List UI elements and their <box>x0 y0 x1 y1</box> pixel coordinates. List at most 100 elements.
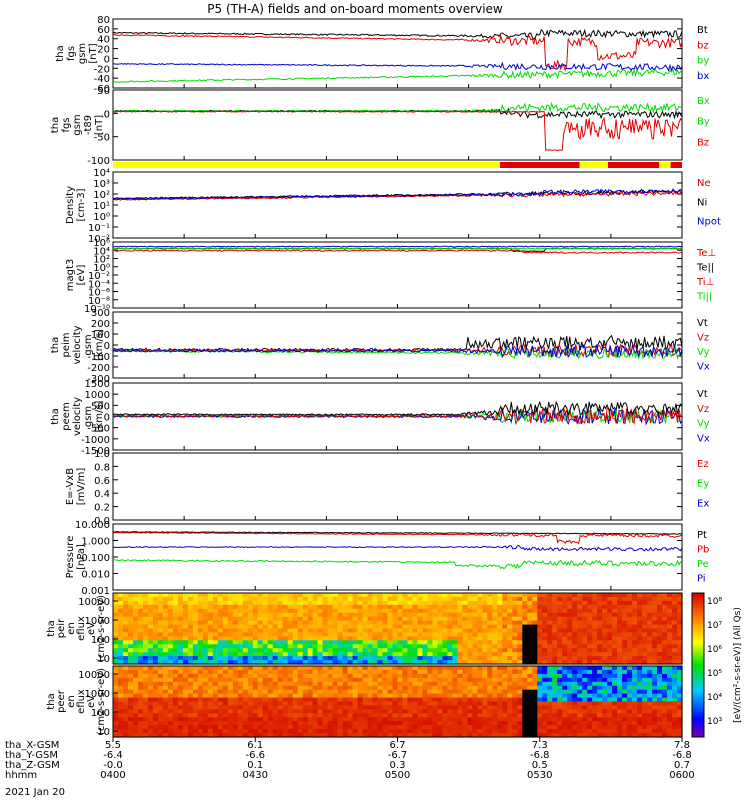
spectrogram-cell <box>247 729 254 734</box>
spectrogram-cell <box>202 652 209 657</box>
spectrogram-cell <box>527 648 533 653</box>
spectrogram-cell <box>177 677 184 683</box>
spectrogram-cell <box>617 685 623 691</box>
spectrogram-cell <box>342 636 349 641</box>
spectrogram-cell <box>237 681 244 687</box>
mode-bar-segment <box>499 162 580 168</box>
spectrogram-cell <box>657 636 663 641</box>
spectrogram-cell <box>307 725 314 730</box>
spectrogram-cell <box>297 733 304 738</box>
spectrogram-cell <box>417 593 424 598</box>
spectrogram-cell <box>382 644 389 649</box>
spectrogram-cell <box>147 656 154 661</box>
y-tick-label: 100 <box>91 635 110 646</box>
spectrogram-cell <box>317 701 324 706</box>
spectrogram-cell <box>567 669 573 675</box>
spectrogram-cell <box>187 673 194 679</box>
spectrogram-cell <box>177 660 184 665</box>
spectrogram-cell <box>462 616 468 622</box>
spectrogram-cell <box>647 593 653 598</box>
spectrogram-cell <box>467 721 473 726</box>
spectrogram-cell <box>282 636 289 641</box>
colorbar-tick-label: 10⁶ <box>707 645 722 655</box>
spectrogram-cell <box>232 632 239 637</box>
spectrogram-cell <box>557 705 563 710</box>
spectrogram-cell <box>502 593 508 598</box>
spectrogram-cell <box>662 608 668 614</box>
spectrogram-cell <box>277 612 284 618</box>
spectrogram-cell <box>147 685 154 691</box>
spectrogram-cell <box>647 616 653 622</box>
spectrogram-cell <box>357 697 364 703</box>
spectrogram-cell <box>462 677 468 683</box>
spectrogram-cell <box>412 733 419 738</box>
spectrogram-cell <box>272 652 279 657</box>
spectrogram-cell <box>317 666 324 671</box>
spectrogram-cell <box>652 620 658 626</box>
spectrogram-cell <box>497 713 503 718</box>
spectrogram-cell <box>622 604 628 610</box>
spectrogram-cell <box>672 640 678 645</box>
spectrogram-cell <box>652 717 658 722</box>
spectrogram-cell <box>237 677 244 683</box>
spectrogram-cell <box>497 648 503 653</box>
spectrogram-cell <box>572 689 578 695</box>
spectrogram-cell <box>262 616 269 622</box>
spectrogram-cell <box>642 620 648 626</box>
spectrogram-cell <box>237 717 244 722</box>
spectrogram-cell <box>147 604 154 610</box>
spectrogram-cell <box>387 593 394 598</box>
spectrogram-cell <box>337 725 344 730</box>
spectrogram-cell <box>172 660 179 665</box>
spectrogram-cell <box>562 612 568 618</box>
spectrogram-cell <box>537 600 543 606</box>
spectrogram-cell <box>532 733 538 738</box>
spectrogram-cell <box>522 697 528 703</box>
spectrogram-cell <box>317 705 324 710</box>
spectrogram-cell <box>537 697 543 703</box>
y-tick-label: 0 <box>104 341 110 352</box>
spectrogram-cell <box>377 628 384 633</box>
spectrogram-cell <box>672 632 678 637</box>
spectrogram-cell <box>217 701 224 706</box>
spectrogram-cell <box>492 673 498 679</box>
spectrogram-cell <box>357 681 364 687</box>
spectrogram-cell <box>202 636 209 641</box>
spectrogram-cell <box>587 593 593 598</box>
spectrogram-cell <box>512 666 518 671</box>
spectrogram-cell <box>138 689 144 695</box>
spectrogram-cell <box>552 717 558 722</box>
spectrogram-cell <box>652 729 658 734</box>
spectrogram-cell <box>262 725 269 730</box>
spectrogram-cell <box>442 677 448 683</box>
spectrogram-cell <box>227 604 234 610</box>
spectrogram-cell <box>652 693 658 699</box>
spectrogram-cell <box>297 713 304 718</box>
spectrogram-cell <box>152 632 159 637</box>
spectrogram-cell <box>192 608 199 614</box>
spectrogram-cell <box>457 593 463 598</box>
y-axis-label: Pressure[nPa] <box>65 536 87 579</box>
spectrogram-cell <box>542 632 548 637</box>
spectrogram-cell <box>382 693 389 699</box>
spectrogram-cell <box>142 733 149 738</box>
spectrogram-cell <box>172 701 179 706</box>
spectrogram-cell <box>417 624 424 630</box>
spectrogram-cell <box>427 666 433 671</box>
spectrogram-cell <box>282 593 289 598</box>
spectrogram-cell <box>372 593 379 598</box>
spectrogram-cell <box>118 652 124 657</box>
spectrogram-cell <box>147 673 154 679</box>
spectrogram-cell <box>123 717 129 722</box>
spectrogram-cell <box>407 652 414 657</box>
spectrogram-cell <box>537 660 543 665</box>
y-tick-label: 100 <box>91 330 110 341</box>
spectrogram-cell <box>637 725 643 730</box>
spectrogram-cell <box>467 709 473 714</box>
spectrogram-cell <box>202 666 209 671</box>
spectrogram-cell <box>562 725 568 730</box>
spectrogram-cell <box>287 713 294 718</box>
spectrogram-cell <box>282 673 289 679</box>
y-tick-label: 10² <box>93 190 110 201</box>
spectrogram-cell <box>138 600 144 606</box>
